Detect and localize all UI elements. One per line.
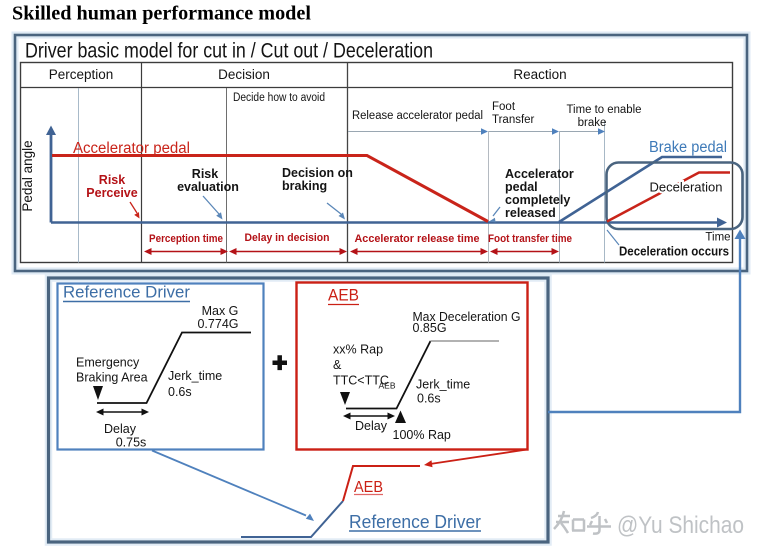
svg-text:Deceleration: Deceleration (650, 181, 723, 195)
svg-text:Risk: Risk (192, 167, 218, 181)
svg-text:Deceleration occurs: Deceleration occurs (619, 245, 729, 259)
svg-text:0.85G: 0.85G (413, 321, 447, 335)
svg-text:Braking Area: Braking Area (76, 371, 148, 385)
svg-text:Reference Driver: Reference Driver (349, 511, 481, 532)
svg-text:Transfer: Transfer (492, 114, 535, 126)
svg-text:Delay: Delay (104, 422, 137, 436)
svg-text:Delay: Delay (355, 419, 388, 433)
svg-text:100% Rap: 100% Rap (393, 428, 451, 442)
svg-text:Perceive: Perceive (86, 186, 137, 200)
svg-text:Foot: Foot (492, 101, 516, 113)
svg-text:0.75s: 0.75s (116, 436, 147, 450)
svg-text:Driver basic model for cut in: Driver basic model for cut in / Cut out … (25, 40, 433, 63)
svg-text:Decision on: Decision on (282, 166, 353, 180)
svg-text:&: & (333, 358, 342, 372)
svg-text:Jerk_time: Jerk_time (416, 378, 470, 392)
svg-text:Time to enable: Time to enable (567, 104, 642, 116)
svg-text:pedal: pedal (505, 180, 538, 194)
svg-text:Decide how to avoid: Decide how to avoid (233, 92, 325, 104)
svg-text:0.774G: 0.774G (197, 317, 238, 331)
svg-text:Perception time: Perception time (149, 233, 223, 245)
svg-text:AEB: AEB (354, 479, 383, 496)
svg-text:Emergency: Emergency (76, 356, 140, 370)
svg-text:Time: Time (705, 232, 730, 244)
svg-text:Perception: Perception (49, 67, 114, 82)
svg-text:Reference Driver: Reference Driver (63, 283, 190, 302)
svg-text:Delay in decision: Delay in decision (245, 232, 330, 244)
svg-text:0.6s: 0.6s (417, 392, 441, 406)
svg-text:Skilled human performance mode: Skilled human performance model (12, 3, 311, 25)
svg-text:AEB: AEB (379, 381, 396, 391)
svg-text:Accelerator release time: Accelerator release time (355, 233, 480, 245)
svg-text:Brake pedal: Brake pedal (649, 139, 727, 156)
svg-text:Reaction: Reaction (513, 67, 566, 82)
svg-text:0.6s: 0.6s (168, 385, 192, 399)
svg-text:Pedal angle: Pedal angle (20, 140, 35, 211)
svg-text:Max Deceleration G: Max Deceleration G (413, 310, 521, 324)
svg-text:AEB: AEB (328, 286, 359, 305)
svg-text:evaluation: evaluation (177, 180, 239, 194)
svg-text:Jerk_time: Jerk_time (168, 369, 222, 383)
svg-text:Accelerator pedal: Accelerator pedal (73, 140, 190, 157)
svg-text:TTC<TTC: TTC<TTC (333, 374, 389, 388)
svg-text:brake: brake (578, 117, 607, 129)
svg-text:Decision: Decision (218, 67, 270, 82)
svg-text:xx% Rap: xx% Rap (333, 343, 383, 357)
svg-text:Risk: Risk (99, 173, 125, 187)
svg-text:Release accelerator pedal: Release accelerator pedal (352, 110, 483, 122)
svg-text:released: released (505, 206, 556, 220)
svg-text:braking: braking (282, 179, 327, 193)
svg-text:completely: completely (505, 193, 570, 207)
svg-text:Accelerator: Accelerator (505, 167, 574, 181)
svg-text:Max G: Max G (202, 304, 239, 318)
svg-text:@Yu Shichao: @Yu Shichao (617, 512, 744, 539)
svg-text:Foot transfer time: Foot transfer time (488, 233, 572, 245)
